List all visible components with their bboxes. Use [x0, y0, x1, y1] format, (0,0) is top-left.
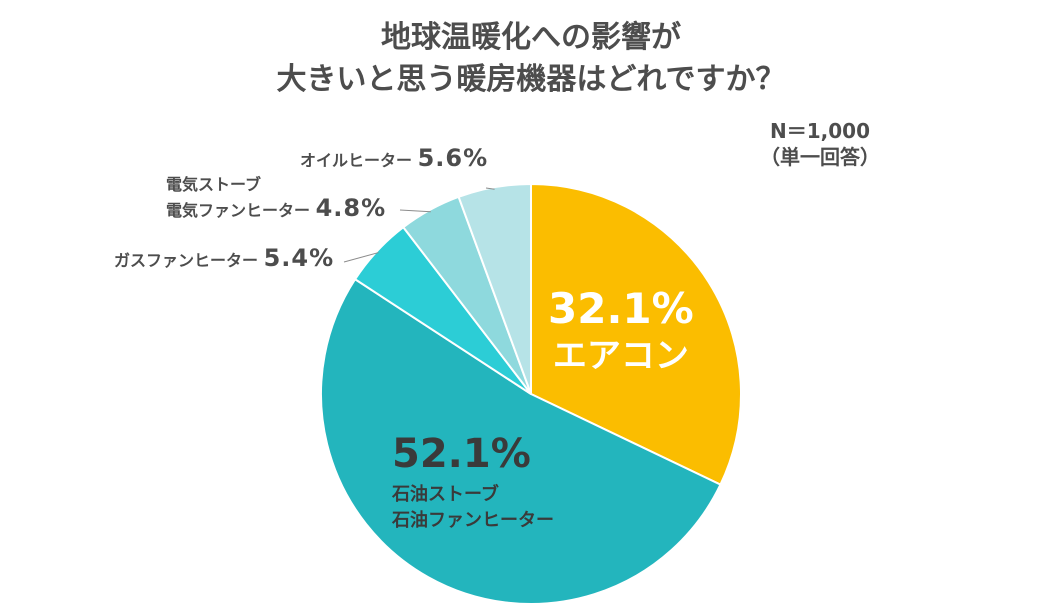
oil-heater-name: オイルヒーター — [300, 151, 413, 170]
gas-fan-label: ガスファンヒーター 5.4% — [114, 246, 334, 272]
kerosene-label: 52.1% 石油ストーブ 石油ファンヒーター — [392, 430, 554, 534]
oil-heater-label: オイルヒーター 5.6% — [300, 146, 488, 172]
kerosene-name-line-1: 石油ストーブ — [392, 484, 499, 505]
leader-oil-heater — [485, 187, 495, 190]
slice-oil-heater — [457, 182, 532, 395]
electric-name-line-1: 電気ストーブ — [166, 175, 262, 194]
aircon-label: 32.1% エアコン — [548, 284, 694, 378]
oil-heater-percent: 5.6% — [417, 144, 489, 172]
gas-fan-percent: 5.4% — [263, 244, 335, 272]
electric-label: 電気ストーブ 電気ファンヒーター 4.8% — [166, 174, 386, 222]
leader-gas-fan — [343, 252, 379, 263]
answer-type: （単一回答） — [760, 145, 880, 169]
slice-aircon — [530, 182, 742, 486]
leader-lines — [343, 187, 495, 263]
electric-name-line-2: 電気ファンヒーター — [166, 201, 311, 220]
sample-size: N＝1,000 — [770, 119, 870, 143]
aircon-percent: 32.1% — [548, 284, 694, 333]
gas-fan-name: ガスファンヒーター — [114, 251, 259, 270]
slice-kerosene — [320, 277, 722, 605]
chart-title-line-1: 地球温暖化への影響が — [381, 20, 681, 55]
aircon-name: エアコン — [552, 336, 689, 376]
kerosene-name-line-2: 石油ファンヒーター — [392, 510, 554, 531]
sample-note: N＝1,000 （単一回答） — [760, 118, 880, 170]
leader-electric — [399, 209, 431, 213]
kerosene-percent: 52.1% — [392, 431, 531, 477]
pie-slices — [320, 182, 742, 605]
chart-title-line-2: 大きいと思う暖房機器はどれですか？ — [276, 62, 786, 97]
electric-percent: 4.8% — [315, 194, 387, 222]
